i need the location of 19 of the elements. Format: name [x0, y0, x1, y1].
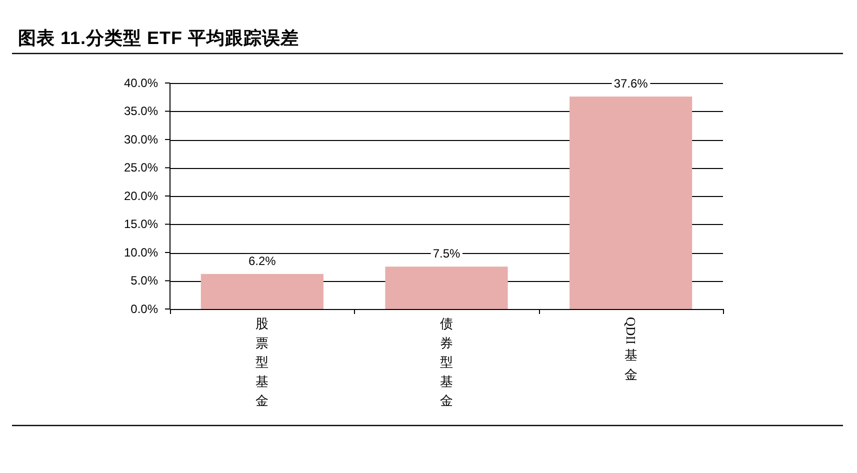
y-tick-label: 35.0%: [124, 104, 158, 118]
data-label: 6.2%: [248, 254, 276, 268]
x-tick-label: 债券型基金: [440, 316, 453, 408]
bar: [570, 96, 692, 309]
bar: [200, 274, 324, 309]
data-label: 37.6%: [614, 76, 648, 91]
y-tick-label: 15.0%: [124, 217, 158, 232]
data-label: 7.5%: [432, 246, 460, 261]
chart-title: 图表 11.分类型 ETF 平均跟踪误差: [18, 28, 300, 48]
x-tick-label: 股票型基金: [256, 316, 269, 408]
y-tick-label: 5.0%: [130, 274, 158, 288]
y-tick-label: 10.0%: [124, 245, 158, 260]
y-tick-label: 30.0%: [124, 132, 158, 146]
y-tick-label: 40.0%: [124, 76, 158, 90]
x-tick-label: QDII基金: [624, 317, 639, 382]
bar: [385, 266, 508, 309]
y-tick-label: 20.0%: [124, 188, 158, 203]
y-tick-label: 0.0%: [130, 302, 158, 316]
y-tick-label: 25.0%: [124, 160, 158, 175]
